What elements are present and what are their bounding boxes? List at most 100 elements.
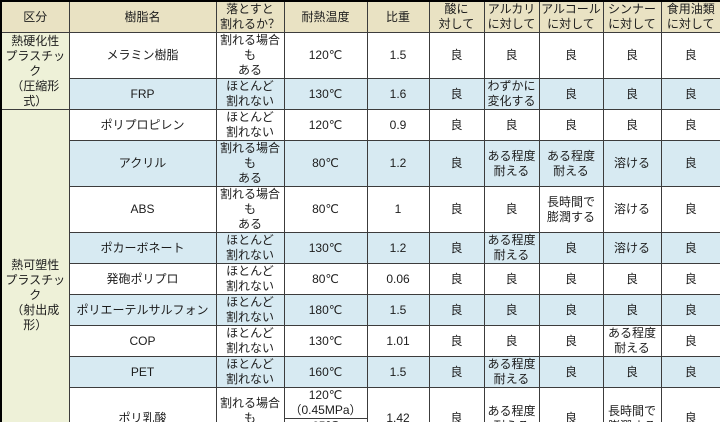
table-row: ポリ乳酸 割れる場合も ある 120℃ （0.45MPa） 1.42 良 ある程…: [1, 387, 720, 422]
cell-heat: 120℃: [283, 109, 368, 141]
cell-alkali: 良: [483, 325, 540, 357]
cell-thinner: 良: [602, 356, 662, 388]
cell-drop: 割れる場合も ある: [215, 32, 285, 79]
cell-oil: 良: [660, 186, 720, 233]
cell-oil: 良: [660, 294, 720, 326]
cell-drop: ほとんど 割れない: [215, 356, 285, 388]
cell-drop: ほとんど 割れない: [215, 263, 285, 295]
cell-heat-lower: 65℃ （1.82MPa）: [283, 418, 368, 422]
header-cooking-oil: 食用油類 に対して: [660, 0, 720, 33]
cell-drop: ほとんど 割れない: [215, 78, 285, 110]
cell-oil: 良: [660, 387, 720, 422]
table-row: アクリル 割れる場合も ある 80℃ 1.2 良 ある程度 耐える ある程度 耐…: [1, 140, 720, 187]
cell-alkali: 良: [483, 263, 540, 295]
cell-acid: 良: [428, 356, 485, 388]
table-row: FRP ほとんど 割れない 130℃ 1.6 良 わずかに 変化する 良 良 良: [1, 78, 720, 110]
header-resin-name: 樹脂名: [68, 0, 217, 33]
cell-alcohol: 良: [538, 325, 604, 357]
cell-gravity: 0.06: [366, 263, 430, 295]
cell-gravity: 0.9: [366, 109, 430, 141]
cell-gravity: 1.6: [366, 78, 430, 110]
table-row: 発砲ポリプロ ほとんど 割れない 80℃ 0.06 良 良 良 良 良: [1, 263, 720, 295]
cell-acid: 良: [428, 32, 485, 79]
table-row: 熱硬化性 プラスチック （圧縮形式） メラミン樹脂 割れる場合も ある 120℃…: [0, 32, 720, 110]
cell-thinner: 溶ける: [602, 140, 662, 187]
header-category: 区分: [0, 0, 70, 33]
cell-heat: 80℃: [283, 186, 368, 233]
cell-resin: ポリ乳酸: [68, 387, 217, 422]
cell-oil: 良: [660, 140, 720, 187]
header-row: 区分 樹脂名 落とすと 割れるか？ 耐熱温度 比重 酸に 対して アルカリ に対…: [0, 0, 720, 33]
cell-gravity: 1.5: [366, 294, 430, 326]
cell-gravity: 1.2: [366, 140, 430, 187]
cell-gravity: 1.2: [366, 232, 430, 264]
cell-alkali: 良: [483, 32, 540, 79]
table-row: ABS 割れる場合も ある 80℃ 1 良 良 長時間で 膨潤する 溶ける 良: [1, 186, 720, 233]
cell-drop: 割れる場合も ある: [215, 140, 285, 187]
cell-heat-upper: 120℃ （0.45MPa）: [283, 387, 368, 419]
cell-oil: 良: [660, 32, 720, 79]
cell-acid: 良: [428, 78, 485, 110]
cell-acid: 良: [428, 294, 485, 326]
cell-resin: ポリエーテルサルフォン: [68, 294, 217, 326]
cell-alcohol: 良: [538, 109, 604, 141]
cell-gravity: 1.01: [366, 325, 430, 357]
cell-oil: 良: [660, 325, 720, 357]
cell-acid: 良: [428, 387, 485, 422]
cell-alkali: 良: [483, 294, 540, 326]
cell-gravity: 1.42: [366, 387, 430, 422]
cell-thinner: 良: [602, 263, 662, 295]
cell-oil: 良: [660, 263, 720, 295]
cell-drop: ほとんど 割れない: [215, 294, 285, 326]
cell-resin: ポカーボネート: [68, 232, 217, 264]
cell-acid: 良: [428, 140, 485, 187]
cell-drop: ほとんど 割れない: [215, 109, 285, 141]
cell-thinner: 良: [602, 32, 662, 79]
cell-resin: COP: [68, 325, 217, 357]
cell-gravity: 1: [366, 186, 430, 233]
cell-resin: メラミン樹脂: [68, 32, 217, 79]
header-acid: 酸に 対して: [428, 0, 485, 33]
header-breaks-when-dropped: 落とすと 割れるか？: [215, 0, 285, 33]
cell-alcohol: 良: [538, 263, 604, 295]
header-heat-resistance: 耐熱温度: [283, 0, 368, 33]
cell-resin: FRP: [68, 78, 217, 110]
cell-heat: 80℃: [283, 140, 368, 187]
group-cell-thermoplastic: 熱可塑性 プラスチック （射出成形）: [0, 109, 70, 422]
cell-thinner: 溶ける: [602, 186, 662, 233]
cell-alcohol: 良: [538, 232, 604, 264]
cell-resin: 発砲ポリプロ: [68, 263, 217, 295]
cell-alcohol: 良: [538, 32, 604, 79]
cell-alcohol: 良: [538, 78, 604, 110]
cell-heat: 180℃: [283, 294, 368, 326]
header-alkali: アルカリ に対して: [483, 0, 540, 33]
cell-drop: ほとんど 割れない: [215, 232, 285, 264]
table-row: COP ほとんど 割れない 130℃ 1.01 良 良 良 ある程度 耐える 良: [1, 325, 720, 357]
cell-alcohol: ある程度 耐える: [538, 140, 604, 187]
cell-oil: 良: [660, 109, 720, 141]
cell-heat: 160℃: [283, 356, 368, 388]
cell-heat: 80℃: [283, 263, 368, 295]
group-cell-thermosetting: 熱硬化性 プラスチック （圧縮形式）: [0, 32, 70, 110]
cell-drop: 割れる場合も ある: [215, 387, 285, 422]
cell-alkali: ある程度 耐える: [483, 232, 540, 264]
cell-acid: 良: [428, 325, 485, 357]
cell-alkali: ある程度 耐える: [483, 356, 540, 388]
cell-drop: ほとんど 割れない: [215, 325, 285, 357]
table-row: 熱可塑性 プラスチック （射出成形） ポリプロピレン ほとんど 割れない 120…: [0, 109, 720, 422]
cell-drop: 割れる場合も ある: [215, 186, 285, 233]
cell-resin: PET: [68, 356, 217, 388]
cell-alcohol: 良: [538, 387, 604, 422]
cell-alkali: 良: [483, 186, 540, 233]
cell-alcohol: 良: [538, 356, 604, 388]
cell-alkali: ある程度 耐える: [483, 387, 540, 422]
cell-alkali: わずかに 変化する: [483, 78, 540, 110]
cell-oil: 良: [660, 78, 720, 110]
table-row: ポリエーテルサルフォン ほとんど 割れない 180℃ 1.5 良 良 良 良 良: [1, 294, 720, 326]
cell-acid: 良: [428, 109, 485, 141]
cell-oil: 良: [660, 356, 720, 388]
cell-acid: 良: [428, 232, 485, 264]
cell-alcohol: 良: [538, 294, 604, 326]
